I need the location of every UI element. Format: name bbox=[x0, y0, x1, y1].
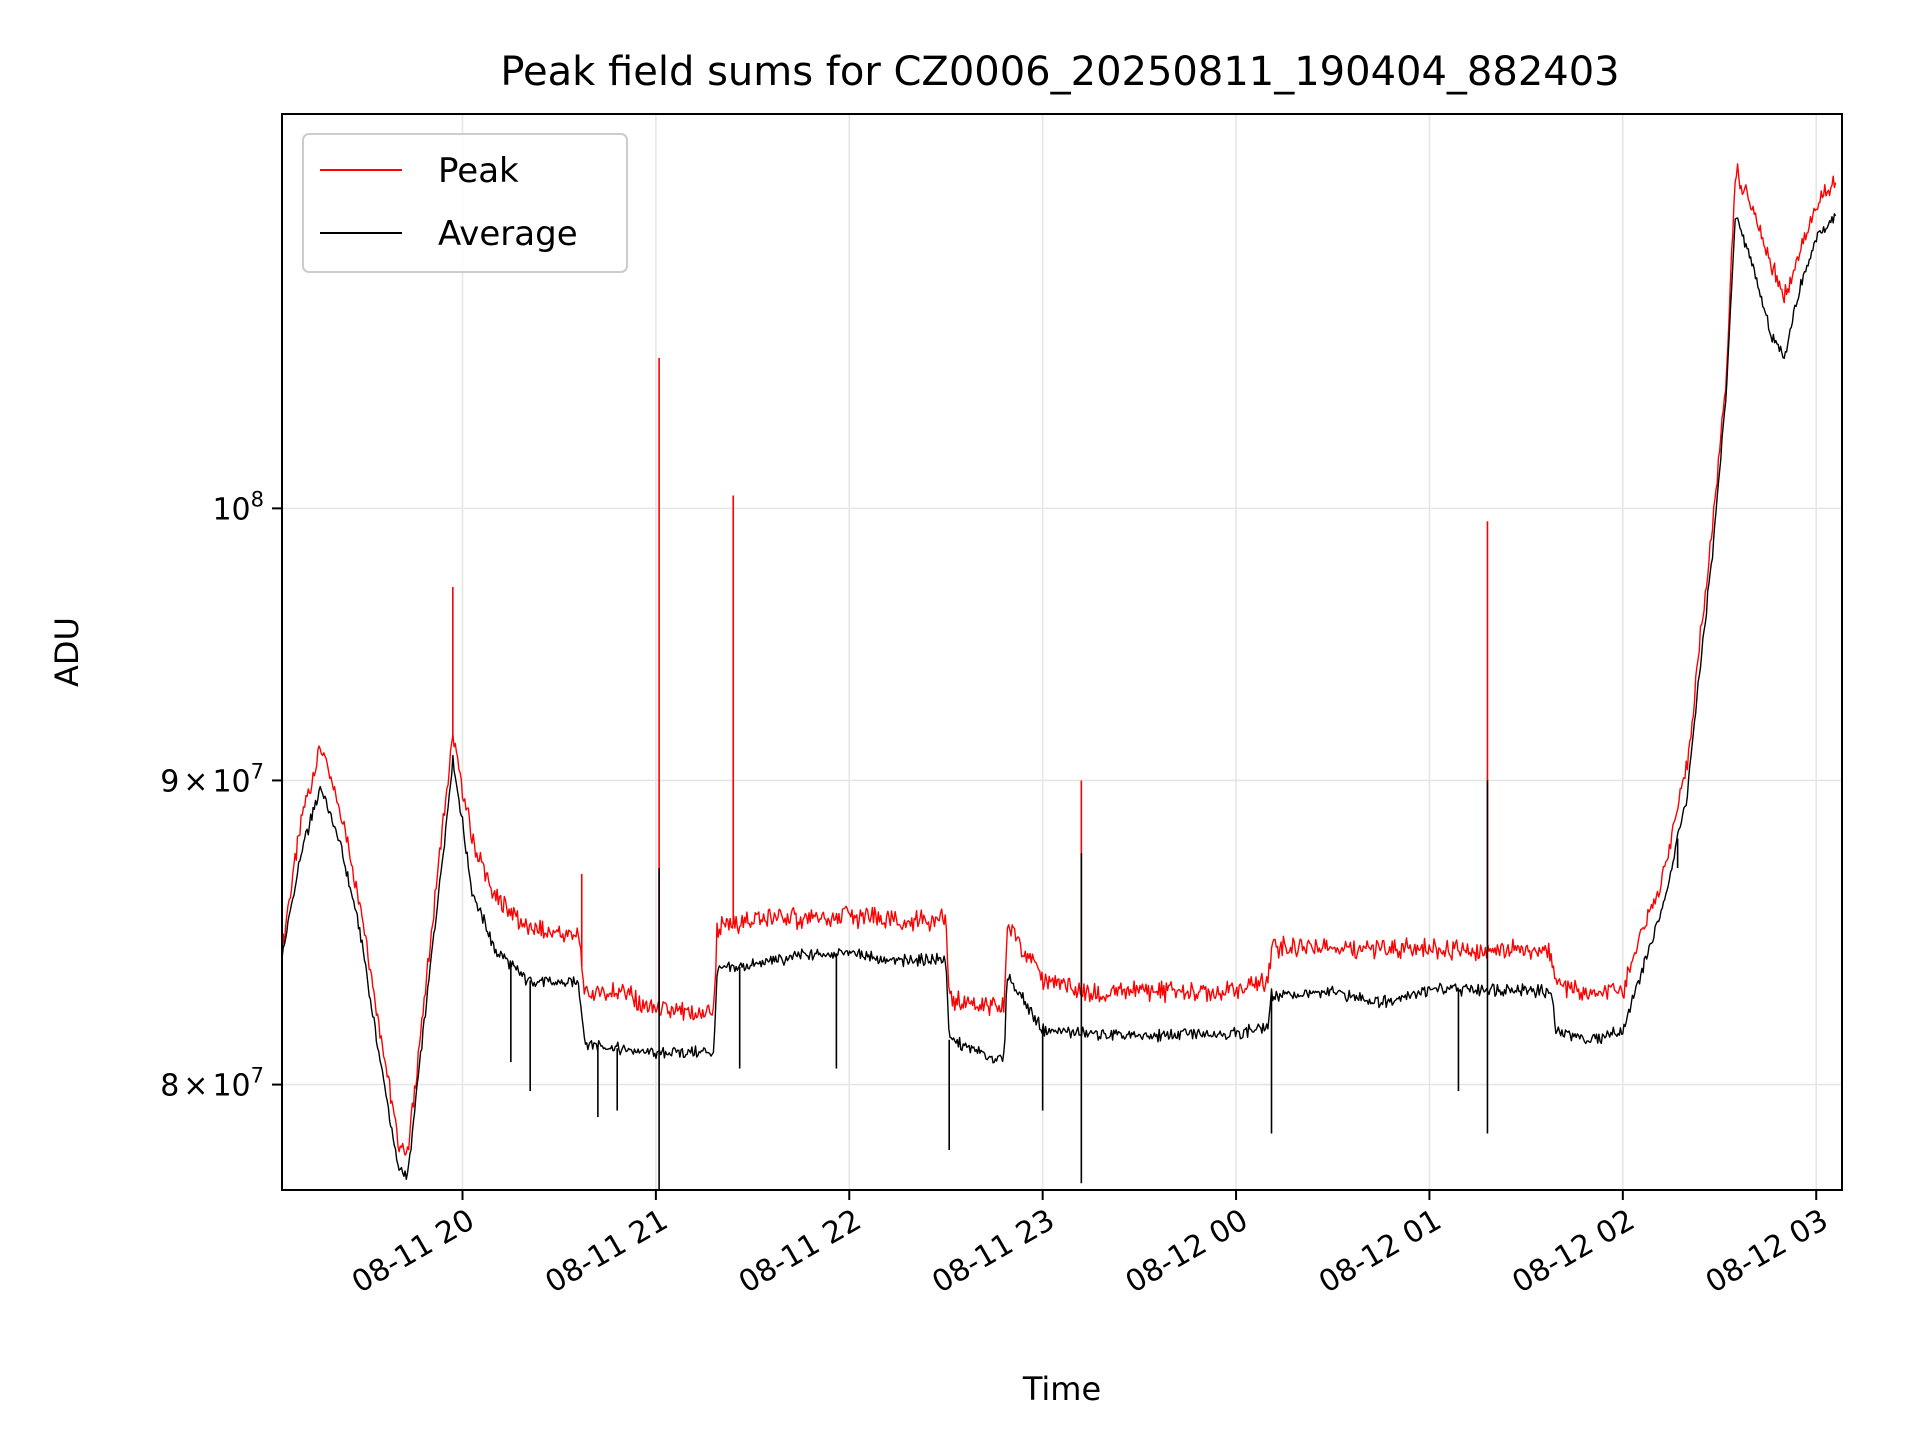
y-axis-title: ADU bbox=[48, 617, 86, 687]
chart-title: Peak field sums for CZ0006_20250811_1904… bbox=[500, 49, 1619, 95]
legend-label-average: Average bbox=[438, 214, 578, 254]
legend: Peak Average bbox=[302, 133, 628, 273]
y-axis: 8 × 107 9 × 107 108 bbox=[160, 487, 282, 1104]
y-tick-label: 108 bbox=[212, 487, 264, 527]
y-tick-label: 9 × 107 bbox=[160, 759, 264, 799]
series-line-peak bbox=[281, 163, 1837, 1156]
grid bbox=[282, 114, 1842, 1190]
plot-lines bbox=[281, 163, 1837, 1190]
x-axis-title: Time bbox=[1022, 1370, 1101, 1408]
plot-frame bbox=[281, 113, 1843, 1191]
legend-label-peak: Peak bbox=[438, 151, 519, 191]
y-tick-label: 8 × 107 bbox=[160, 1064, 264, 1104]
legend-box bbox=[302, 133, 628, 273]
series-line-average bbox=[281, 213, 1837, 1181]
